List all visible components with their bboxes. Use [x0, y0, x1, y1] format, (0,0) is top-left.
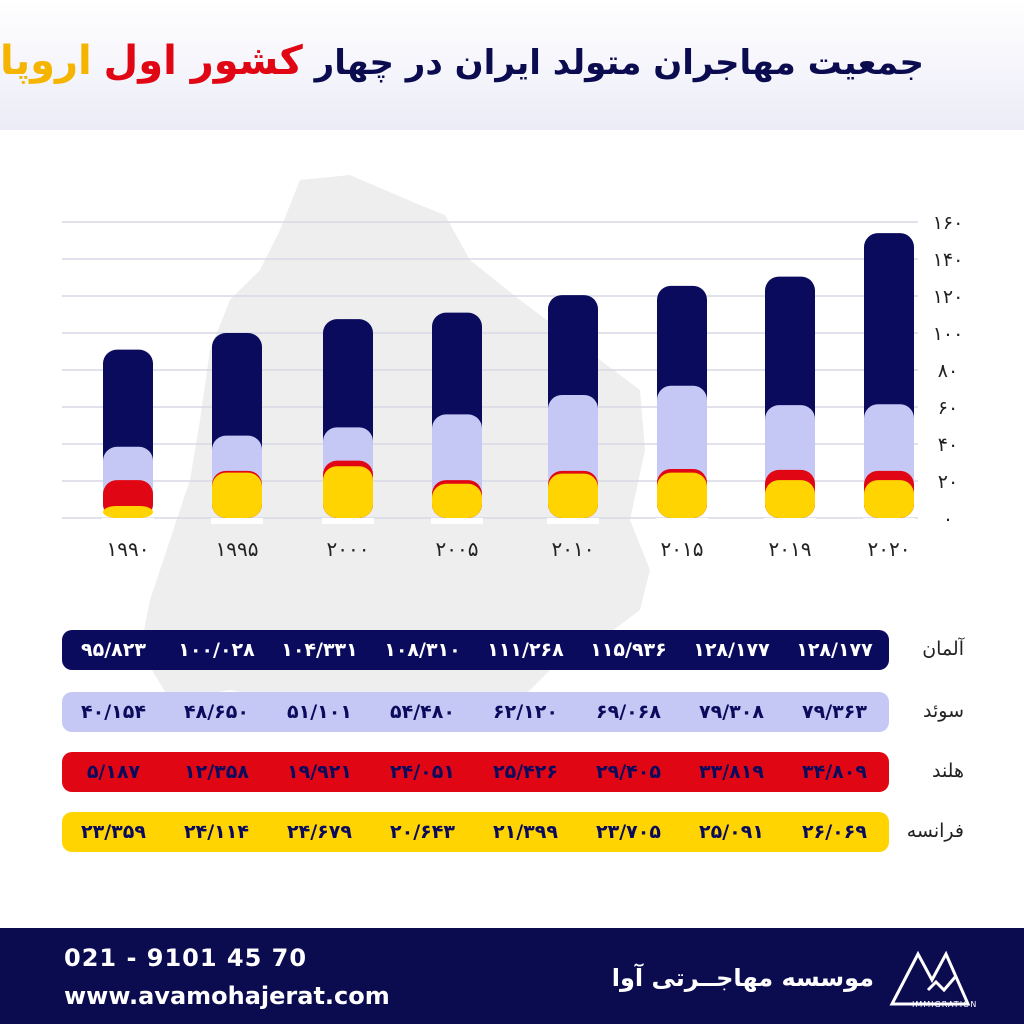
table-cell: ۱۱۵/۹۳۶ — [590, 639, 667, 661]
table-cell: ۶۹/۰۶۸ — [596, 701, 661, 723]
table-cell: ۲۵/۰۹۱ — [699, 821, 764, 843]
y-tick-label: ۴۰ — [938, 434, 958, 456]
table-cell: ۳۳/۸۱۹ — [699, 761, 764, 783]
title-highlight-yellow: اروپا — [0, 38, 92, 84]
bar-base-mask — [211, 518, 263, 524]
table-row-pill-germany: ۹۵/۸۲۳ ۱۰۰/۰۲۸ ۱۰۴/۳۳۱ ۱۰۸/۳۱۰ ۱۱۱/۲۶۸ ۱… — [62, 630, 889, 670]
table-cell: ۱۰۰/۰۲۸ — [178, 639, 255, 661]
page-title: جمعیت مهاجران متولد ایران در چهار کشور ا… — [0, 38, 924, 84]
bar-france — [212, 472, 262, 518]
table-cell: ۶۲/۱۲۰ — [493, 701, 558, 723]
table-cell: ۵۴/۴۸۰ — [390, 701, 455, 723]
x-tick-label: ۲۰۱۵ — [661, 537, 704, 561]
bar-france — [765, 480, 815, 518]
table-cell: ۲۵/۴۲۶ — [493, 761, 558, 783]
table-cell: ۲۴/۱۱۴ — [184, 821, 249, 843]
y-tick-label: ۱۴۰ — [933, 249, 964, 271]
table-cell: ۲۴/۰۵۱ — [390, 761, 455, 783]
logo-caption: IMMIGRATION — [912, 1000, 978, 1009]
table-cell: ۱۰۴/۳۳۱ — [281, 639, 358, 661]
table-cell: ۲۴/۶۷۹ — [287, 821, 352, 843]
table-cell: ۷۹/۳۰۸ — [699, 701, 764, 723]
website-link[interactable]: www.avamohajerat.com — [64, 982, 390, 1010]
x-tick-label: ۲۰۱۹ — [769, 537, 812, 561]
title-highlight-red: کشور اول — [103, 38, 303, 84]
table-cell: ۱۹/۹۲۱ — [287, 761, 352, 783]
table-cell: ۵۱/۱۰۱ — [287, 701, 352, 723]
table-cell: ۱۱۱/۲۶۸ — [487, 639, 564, 661]
table-cell: ۲۰/۶۴۳ — [390, 821, 455, 843]
row-label-germany: آلمان — [922, 638, 964, 660]
y-tick-label: ۱۰۰ — [933, 323, 964, 345]
table-cell: ۲۶/۰۶۹ — [802, 821, 867, 843]
row-label-france: فرانسه — [906, 820, 964, 842]
bar-base-mask — [764, 518, 816, 524]
x-tick-label: ۱۹۹۰ — [107, 537, 150, 561]
table-cell: ۲۳/۳۵۹ — [81, 821, 146, 843]
table-cell: ۷۹/۳۶۳ — [802, 701, 867, 723]
x-tick-label: ۲۰۲۰ — [868, 537, 911, 561]
table-cell: ۲۳/۷۰۵ — [596, 821, 661, 843]
ava-logo-icon — [889, 950, 971, 1006]
table-cell: ۱۲۸/۱۷۷ — [796, 639, 873, 661]
table-cell: ۱۲۸/۱۷۷ — [693, 639, 770, 661]
bar-france — [432, 483, 482, 518]
bar-base-mask — [547, 518, 599, 524]
x-tick-label: ۱۹۹۵ — [216, 537, 259, 561]
table-cell: ۴۰/۱۵۴ — [81, 701, 146, 723]
header-band: جمعیت مهاجران متولد ایران در چهار کشور ا… — [0, 0, 1024, 130]
table-cell: ۴۸/۶۵۰ — [184, 701, 249, 723]
y-tick-label: ۶۰ — [938, 397, 958, 419]
bar-base-mask — [322, 518, 374, 524]
table-cell: ۱۲/۳۵۸ — [184, 761, 249, 783]
table-row-pill-france: ۲۳/۳۵۹ ۲۴/۱۱۴ ۲۴/۶۷۹ ۲۰/۶۴۳ ۲۱/۳۹۹ ۲۳/۷۰… — [62, 812, 889, 852]
phone-number[interactable]: 021 - 9101 45 70 — [64, 944, 308, 972]
table-cell: ۲۱/۳۹۹ — [493, 821, 558, 843]
table-row-pill-netherlands: ۵/۱۸۷ ۱۲/۳۵۸ ۱۹/۹۲۱ ۲۴/۰۵۱ ۲۵/۴۲۶ ۲۹/۴۰۵… — [62, 752, 889, 792]
table-cell: ۵/۱۸۷ — [86, 761, 141, 783]
x-tick-label: ۲۰۰۵ — [436, 537, 479, 561]
table-cell: ۹۵/۸۲۳ — [81, 639, 146, 661]
organization-name: موسسه مهاجــرتی آوا — [611, 964, 874, 992]
x-tick-label: ۲۰۱۰ — [552, 537, 595, 561]
bar-france — [864, 480, 914, 518]
y-tick-label: ۱۲۰ — [933, 286, 964, 308]
bar-france — [548, 473, 598, 518]
table-cell: ۱۰۸/۳۱۰ — [384, 639, 461, 661]
bar-base-mask — [863, 518, 915, 524]
table-cell: ۲۹/۴۰۵ — [596, 761, 661, 783]
bar-france — [657, 472, 707, 518]
x-tick-label: ۲۰۰۰ — [327, 537, 370, 561]
bar-france — [103, 505, 153, 518]
y-tick-label: ۰ — [943, 508, 953, 530]
y-tick-label: ۱۶۰ — [933, 212, 964, 234]
bar-chart: ۰ ۲۰ ۴۰ ۶۰ ۸۰ ۱۰۰ ۱۲۰ ۱۴۰ ۱۶۰ ۱۹۹۰ ۱۹۹۵ ۲۰۰۰ ۲۰۰۵ ۲۰۱… — [62, 212, 964, 561]
row-label-sweden: سوئد — [923, 700, 964, 722]
bar-france — [323, 466, 373, 518]
bar-base-mask — [431, 518, 483, 524]
footer: 021 - 9101 45 70 www.avamohajerat.com مو… — [0, 928, 1024, 1024]
title-main: جمعیت مهاجران متولد ایران در چهار — [314, 43, 924, 83]
bar-base-mask — [102, 518, 154, 524]
table-cell: ۳۴/۸۰۹ — [802, 761, 867, 783]
row-label-netherlands: هلند — [931, 760, 964, 782]
y-tick-label: ۲۰ — [938, 471, 958, 493]
bar-base-mask — [656, 518, 708, 524]
y-tick-label: ۸۰ — [938, 360, 958, 382]
table-row-pill-sweden: ۴۰/۱۵۴ ۴۸/۶۵۰ ۵۱/۱۰۱ ۵۴/۴۸۰ ۶۲/۱۲۰ ۶۹/۰۶… — [62, 692, 889, 732]
